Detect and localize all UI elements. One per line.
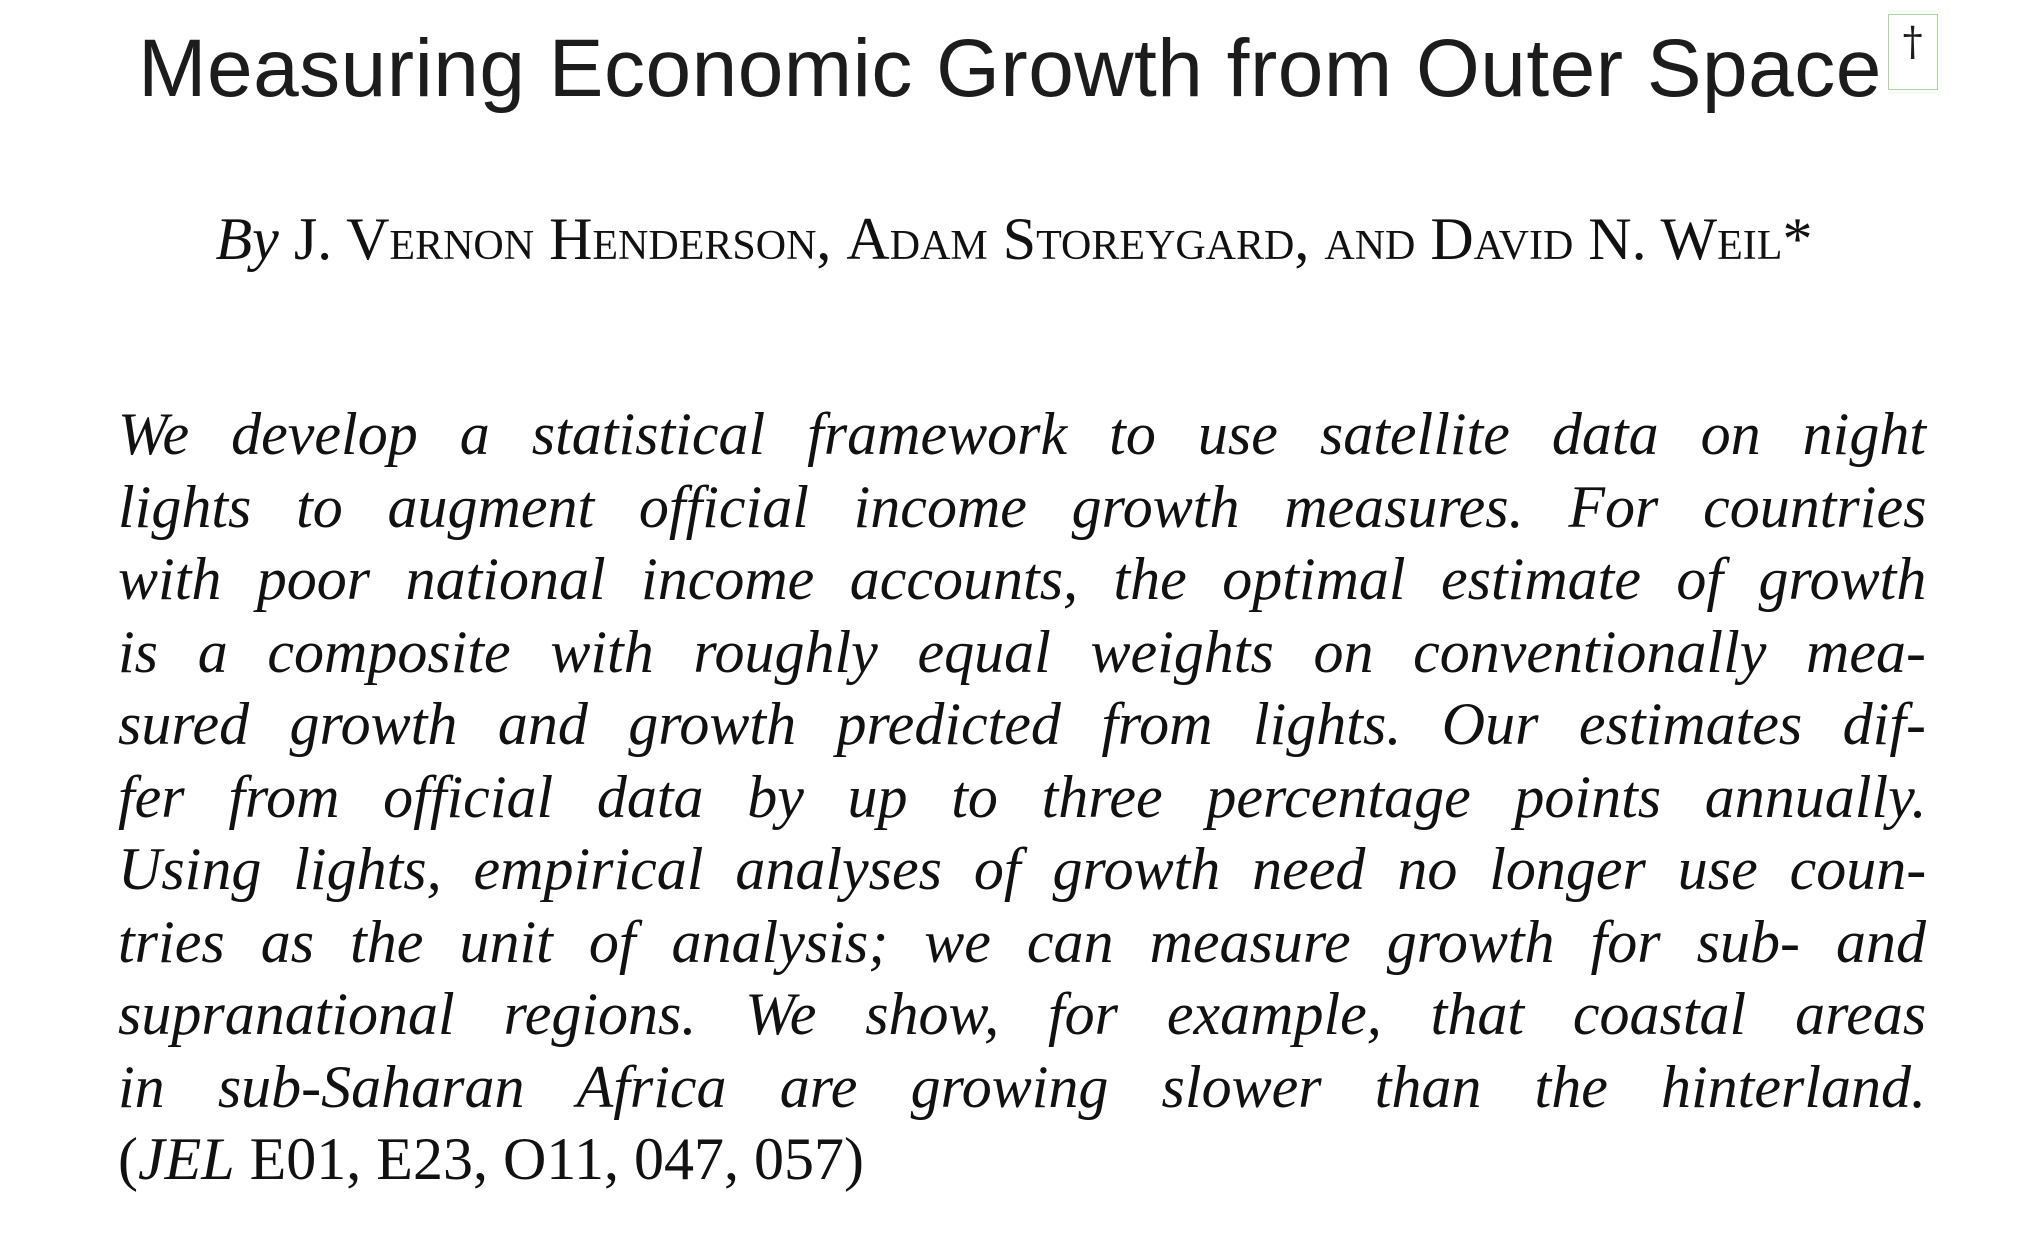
byline-and: and (1324, 206, 1416, 272)
paper-title-text: Measuring Economic Growth from Outer Spa… (138, 23, 1882, 114)
title-row: Measuring Economic Growth from Outer Spa… (0, 14, 2028, 116)
abstract-line: in sub-Saharan Africa are growing slower… (118, 1053, 1926, 1120)
abstract-line: lights to augment official income growth… (118, 473, 1927, 540)
paper-title: Measuring Economic Growth from Outer Spa… (138, 14, 1938, 116)
author-weil: David N. Weil (1430, 206, 1783, 272)
jel-codes: E01, E23, O11, 047, 057) (234, 1126, 865, 1192)
abstract-line: supranational regions. We show, for exam… (118, 981, 1927, 1047)
jel-open-paren: ( (118, 1126, 138, 1192)
author-byline: By J. Vernon Henderson, Adam Storeygard,… (0, 205, 2028, 274)
abstract: We develop a statistical framework to us… (118, 398, 1926, 1196)
abstract-line: We develop a statistical framework to us… (118, 401, 1926, 467)
abstract-line: with poor national income accounts, the … (118, 546, 1927, 612)
author-footnote-marker: * (1782, 206, 1813, 272)
title-footnote-link[interactable]: † (1887, 14, 1938, 90)
abstract-line: tries as the unit of analysis; we can me… (118, 908, 1926, 975)
jel-classification: (JEL E01, E23, O11, 047, 057) (118, 1123, 1926, 1196)
author-storeygard: Adam Storeygard, (846, 206, 1310, 272)
abstract-line: is a composite with roughly equal weight… (118, 618, 1926, 685)
jel-label: JEL (137, 1126, 235, 1192)
author-henderson: J. Vernon Henderson, (293, 206, 832, 272)
byline-by: By (215, 206, 279, 272)
abstract-line: sured growth and growth predicted from l… (118, 691, 1926, 757)
abstract-line: fer from official data by up to three pe… (118, 763, 1927, 830)
abstract-line: Using lights, empirical analyses of grow… (118, 836, 1927, 902)
